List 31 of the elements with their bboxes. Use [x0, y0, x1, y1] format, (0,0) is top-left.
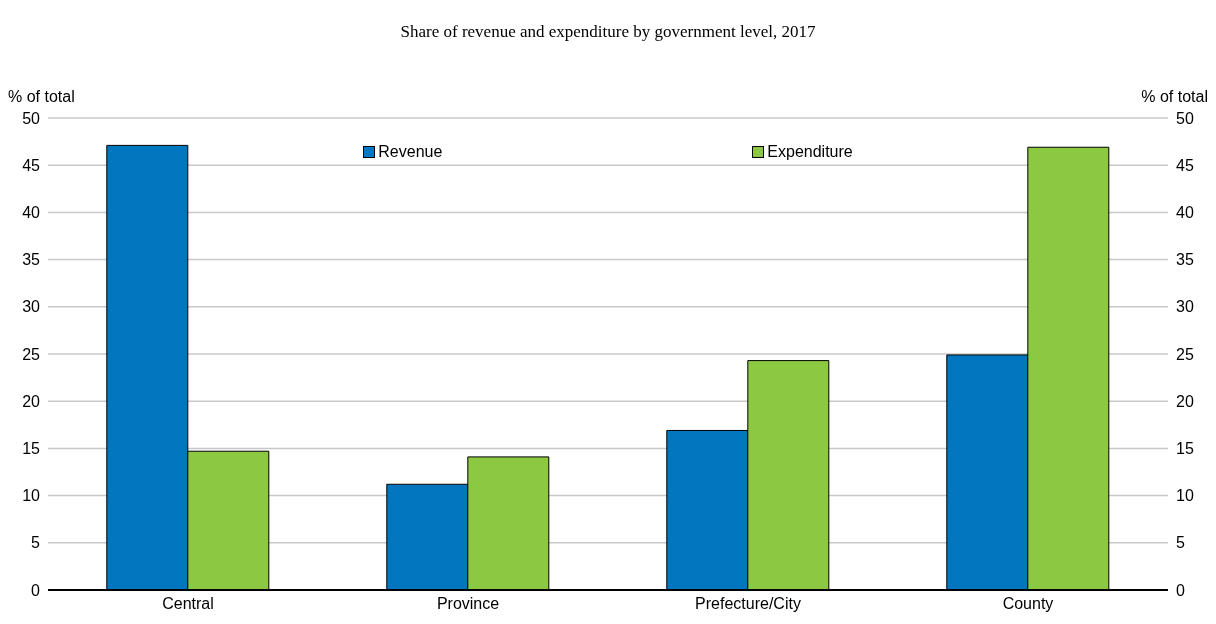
y2-tick-label: 50 — [1176, 109, 1194, 127]
legend-label: Revenue — [378, 143, 443, 161]
y-tick-label: 20 — [22, 392, 41, 410]
y2-tick-label: 0 — [1176, 581, 1185, 599]
y2-tick-label: 20 — [1176, 392, 1194, 410]
y-tick-label: 10 — [22, 487, 41, 505]
x-tick-label: Prefecture/City — [695, 595, 801, 613]
x-tick-label: County — [1002, 595, 1054, 613]
y2-tick-label: 45 — [1176, 156, 1194, 174]
y2-tick-label: 30 — [1176, 298, 1194, 316]
y2-tick-label: 25 — [1176, 345, 1194, 363]
y-tick-label: 5 — [31, 534, 41, 552]
y-tick-label: 40 — [22, 204, 41, 222]
y2-tick-label: 35 — [1176, 251, 1194, 269]
y2-tick-label: 15 — [1176, 440, 1194, 458]
x-tick-label: Central — [162, 595, 214, 613]
y-axis-title: % of total — [8, 88, 75, 106]
y-tick-label: 50 — [22, 109, 41, 127]
y-tick-label: 45 — [22, 156, 41, 174]
legend-label: Expenditure — [767, 143, 853, 161]
y-tick-label: 15 — [22, 440, 41, 458]
y2-axis-title: % of total — [1141, 88, 1208, 106]
chart-title: Share of revenue and expenditure by government level, 2017 — [399, 22, 817, 42]
y-tick-label: 30 — [22, 298, 41, 316]
x-tick-label: Province — [436, 595, 500, 613]
y-tick-label: 0 — [31, 581, 41, 599]
y2-tick-label: 40 — [1176, 204, 1194, 222]
y-tick-label: 25 — [22, 345, 41, 363]
y-tick-label: 35 — [22, 251, 41, 269]
y2-tick-label: 5 — [1176, 534, 1185, 552]
y2-tick-label: 10 — [1176, 487, 1194, 505]
